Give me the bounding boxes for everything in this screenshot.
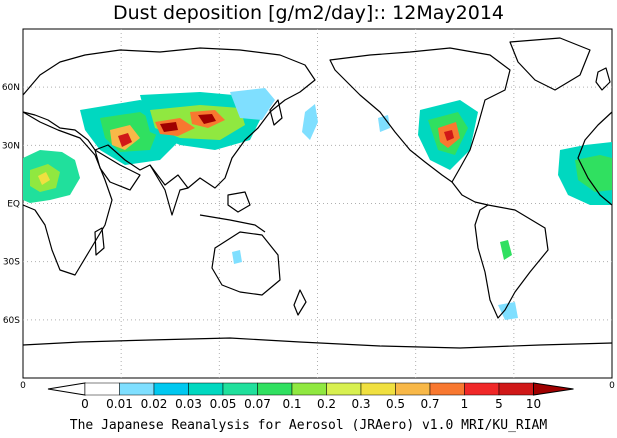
legend-boxes — [47, 382, 574, 396]
legend-tick-label: 0.01 — [106, 397, 133, 411]
latitude-labels: 60N 30N EQ 30S 60S — [2, 83, 20, 326]
legend-tick-label: 10 — [526, 397, 541, 411]
dust-field-south-america — [500, 240, 512, 260]
coastline-madagascar — [94, 227, 105, 256]
coastline-borneo — [227, 191, 251, 213]
legend-tick-label: 0.2 — [317, 397, 336, 411]
latitude-label: 60S — [3, 316, 20, 326]
coastline-new-zealand — [293, 289, 307, 316]
coastline-antarctica — [22, 337, 613, 349]
legend-box — [222, 382, 258, 396]
legend-box — [188, 382, 224, 396]
legend-tick-label: 0.1 — [282, 397, 301, 411]
dust-field-gobi-core — [160, 122, 178, 132]
coastline-central-america — [451, 181, 489, 206]
legend-box — [119, 382, 155, 396]
latitude-label: 30S — [3, 258, 20, 268]
legend-box — [326, 382, 362, 396]
legend-box — [464, 382, 500, 396]
latitude-label: 60N — [2, 83, 20, 93]
coastline-japan — [269, 99, 283, 126]
legend-tick-label: 0.07 — [244, 397, 271, 411]
legend-right-end-label: 0 — [609, 381, 615, 391]
dust-field-na-west — [378, 115, 390, 132]
coastline-west-africa-edge — [577, 111, 613, 206]
color-legend: 0 0.01 0.02 0.03 0.05 0.07 0.1 0.2 0.3 0.5 0.7 1 5 10… — [20, 381, 615, 411]
legend-box — [498, 382, 534, 396]
legend-box — [153, 382, 189, 396]
coastline-arabia — [94, 149, 141, 191]
legend-box — [360, 382, 396, 396]
coastline-eurasia — [22, 47, 316, 189]
legend-tick-label: 0.3 — [351, 397, 370, 411]
map-title: Dust deposition [g/m2/day]:: 12May2014 — [113, 2, 504, 24]
dust-field-patagonia — [498, 302, 518, 320]
coastline-north-america — [329, 47, 511, 183]
coastline-indonesia — [199, 214, 266, 233]
coastline-india — [149, 164, 189, 216]
legend-tick-labels: 0 0.01 0.02 0.03 0.05 0.07 0.1 0.2 0.3 0.5 0.7 1 5 10 — [81, 397, 541, 411]
legend-tick-label: 0 — [81, 397, 89, 411]
dust-field-na-core — [444, 130, 454, 141]
dust-field-taklamakan-core — [198, 114, 216, 124]
coastline-uk — [595, 67, 611, 91]
latitude-label: EQ — [7, 200, 20, 210]
legend-box — [84, 382, 120, 396]
dust-fields — [23, 88, 612, 320]
dust-field-arabia-core — [118, 133, 132, 147]
legend-arrow-high — [533, 382, 574, 396]
dust-field-australia — [232, 250, 242, 264]
latitude-label: 30N — [2, 141, 20, 151]
coastline-australia — [211, 231, 281, 296]
legend-tick-label: 0.02 — [141, 397, 168, 411]
legend-left-end-label: 0 — [20, 381, 26, 391]
dust-field-sahara-hot — [38, 172, 50, 185]
coastline-africa — [22, 111, 113, 276]
legend-tick-label: 0.7 — [420, 397, 439, 411]
legend-box — [429, 382, 465, 396]
legend-box — [257, 382, 293, 396]
legend-arrow-low — [47, 382, 86, 396]
credit-line: The Japanese Reanalysis for Aerosol (JRA… — [69, 418, 548, 433]
legend-tick-label: 1 — [461, 397, 469, 411]
coastlines — [22, 37, 613, 349]
legend-tick-label: 0.03 — [175, 397, 202, 411]
legend-box — [395, 382, 431, 396]
legend-tick-label: 0.5 — [386, 397, 405, 411]
dust-field-west-africa-mid — [575, 155, 612, 192]
dust-field-east-asia — [230, 88, 275, 120]
dust-field-pacific-plume — [302, 104, 318, 140]
legend-tick-label: 5 — [495, 397, 503, 411]
coastline-south-america — [474, 204, 549, 319]
legend-box — [291, 382, 327, 396]
legend-tick-label: 0.05 — [210, 397, 237, 411]
coastline-greenland — [509, 37, 591, 91]
